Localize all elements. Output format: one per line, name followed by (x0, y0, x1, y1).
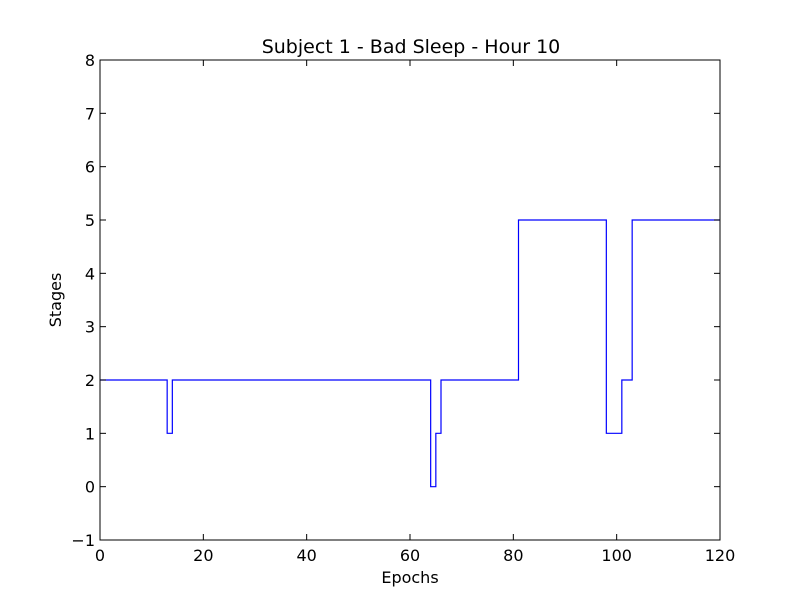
y-tick-label: −1 (71, 531, 95, 550)
y-tick-label: 2 (85, 371, 95, 390)
y-tick-label: 0 (85, 478, 95, 497)
x-tick-label: 100 (601, 546, 632, 565)
y-tick-label: 8 (85, 51, 95, 70)
y-axis-ticks: −1 0 1 2 3 4 5 6 7 8 (71, 51, 720, 550)
x-axis-ticks: 0 20 40 60 80 100 120 (95, 60, 735, 565)
x-tick-label: 60 (400, 546, 420, 565)
y-tick-label: 5 (85, 211, 95, 230)
stage-series-line (100, 219, 720, 488)
x-tick-label: 20 (193, 546, 213, 565)
x-tick-label: 40 (296, 546, 316, 565)
y-tick-label: 1 (85, 424, 95, 443)
y-tick-label: 7 (85, 104, 95, 123)
x-tick-label: 120 (705, 546, 736, 565)
y-tick-label: 3 (85, 318, 95, 337)
x-axis-label: Epochs (381, 568, 438, 587)
plot-frame (99, 59, 721, 541)
x-tick-label: 80 (503, 546, 523, 565)
y-tick-label: 6 (85, 158, 95, 177)
series-layer (100, 219, 720, 488)
y-axis-label: Stages (46, 273, 65, 328)
x-tick-label: 0 (95, 546, 105, 565)
chart-title: Subject 1 - Bad Sleep - Hour 10 (262, 36, 561, 58)
y-tick-label: 4 (85, 264, 95, 283)
